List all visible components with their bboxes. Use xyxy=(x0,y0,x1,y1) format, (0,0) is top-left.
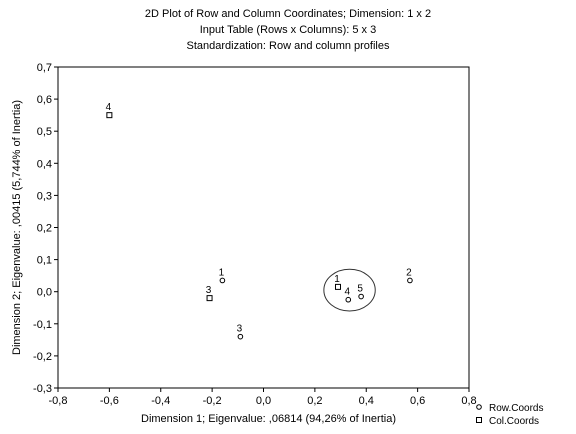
col-point-1 xyxy=(334,283,341,290)
legend-label-col-coords: Col.Coords xyxy=(489,416,539,427)
row-point-label-3: 3 xyxy=(237,324,243,335)
y-tick-label: -0,3 xyxy=(33,383,52,395)
row-point-2 xyxy=(407,277,413,284)
row-point-label-5: 5 xyxy=(357,284,363,295)
x-tick-label: 0,6 xyxy=(410,395,425,407)
row-point-5 xyxy=(358,293,364,300)
y-tick-label: 0,6 xyxy=(37,94,52,106)
y-tick-label: -0,2 xyxy=(33,351,52,363)
col-point-label-3: 3 xyxy=(206,285,212,296)
x-tick-label: -0,6 xyxy=(100,395,119,407)
row-point-1 xyxy=(219,277,226,284)
col-point-label-4: 4 xyxy=(106,102,112,113)
x-axis-label: Dimension 1; Eigenvalue: ,06814 (94,26% … xyxy=(141,413,396,425)
x-tick-label: -0,4 xyxy=(151,395,170,407)
cluster-ellipse xyxy=(323,268,376,312)
row-point-3 xyxy=(237,333,244,340)
x-tick-label: -0,2 xyxy=(203,395,222,407)
x-tick-label: -0,8 xyxy=(49,395,68,407)
y-tick-label: 0,4 xyxy=(37,158,52,170)
x-tick-label: 0,8 xyxy=(461,395,476,407)
chart-title-line-2: Input Table (Rows x Columns): 5 x 3 xyxy=(199,24,377,36)
y-tick-label: 0,1 xyxy=(37,255,52,267)
y-tick-label: 0,2 xyxy=(37,223,52,235)
y-tick-label: 0,7 xyxy=(37,62,52,74)
row-point-label-2: 2 xyxy=(406,267,412,278)
y-axis-label: Dimension 2; Eigenvalue: ,00415 (5,744% … xyxy=(11,100,23,355)
y-tick-label: -0,1 xyxy=(33,319,52,331)
row-point-4 xyxy=(345,296,352,303)
row-point-label-4: 4 xyxy=(344,287,350,298)
col-point-label-1: 1 xyxy=(334,274,340,285)
x-tick-label: 0,4 xyxy=(359,395,374,407)
legend-marker-row-coords xyxy=(476,404,482,410)
y-tick-label: 0,0 xyxy=(37,287,52,299)
col-point-4 xyxy=(106,112,113,119)
y-tick-label: 0,3 xyxy=(37,190,52,202)
chart-title-block: 2D Plot of Row and Column Coordinates; D… xyxy=(0,6,576,54)
y-tick-label: 0,5 xyxy=(37,126,52,138)
row-point-label-1: 1 xyxy=(219,267,225,278)
col-point-3 xyxy=(206,295,213,302)
plot-frame xyxy=(57,66,470,389)
legend-label-row-coords: Row.Coords xyxy=(489,403,543,414)
x-tick-label: 0,2 xyxy=(307,395,322,407)
legend-marker-col-coords xyxy=(476,417,482,423)
chart-title-line-1: 2D Plot of Row and Column Coordinates; D… xyxy=(144,8,432,20)
x-tick-label: 0,0 xyxy=(256,395,271,407)
chart-title-line-3: Standardization: Row and column profiles xyxy=(186,40,390,52)
